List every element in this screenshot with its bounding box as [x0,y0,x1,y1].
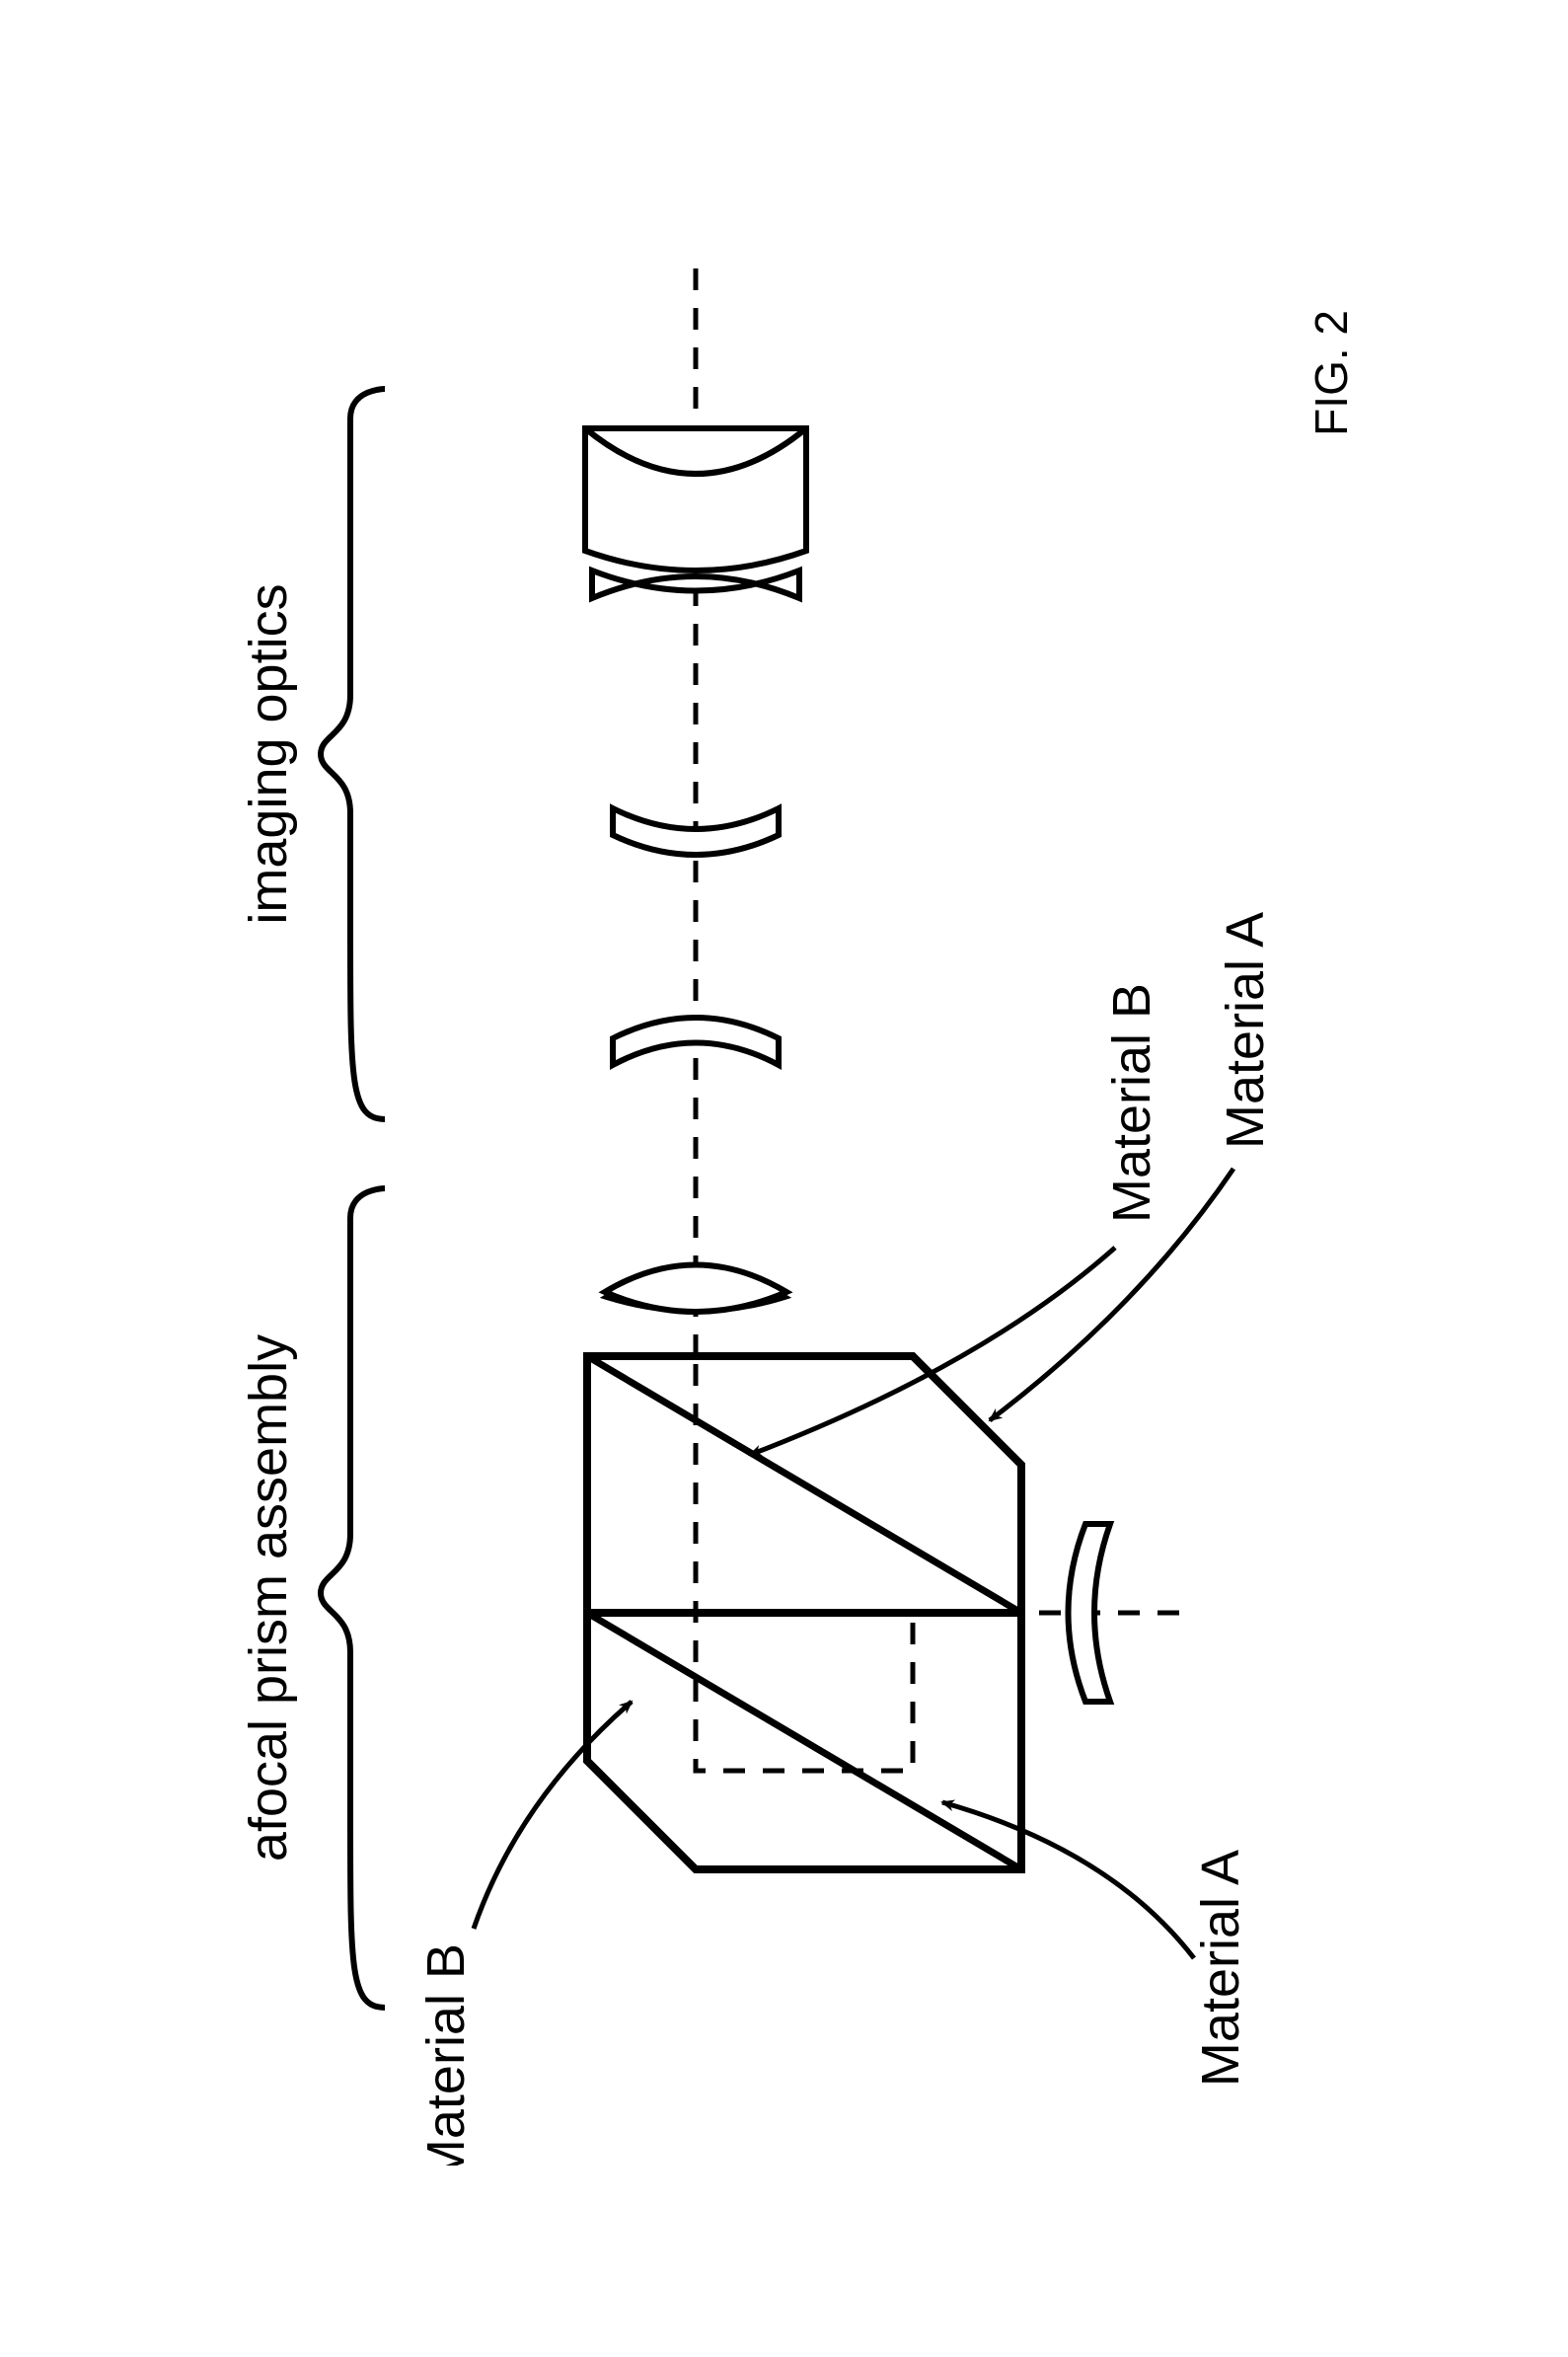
brace-imaging [321,389,385,1119]
imaging-lens-1 [613,1018,779,1065]
leader-matB1 [474,1702,632,1929]
entry-lens [1068,1524,1110,1702]
leader-matA1 [942,1802,1194,1958]
afocal-exit-lens-shape [605,1265,786,1313]
figure-caption: FIG. 2 [1306,310,1357,436]
label-matB1: Material B [416,1943,476,2166]
label-matA1: Material A [1191,1850,1250,2087]
imaging-lens-2 [613,808,779,855]
label-matA2: Material A [1216,912,1275,1149]
label-afocal: afocal prism assembly [239,1334,298,1862]
label-matB2: Material B [1102,983,1161,1223]
label-imaging: imaging optics [239,583,298,924]
leader-matB2 [750,1248,1115,1455]
brace-afocal [321,1188,385,2008]
optics-diagram: afocal prism assembly imaging optics [192,191,1377,2166]
